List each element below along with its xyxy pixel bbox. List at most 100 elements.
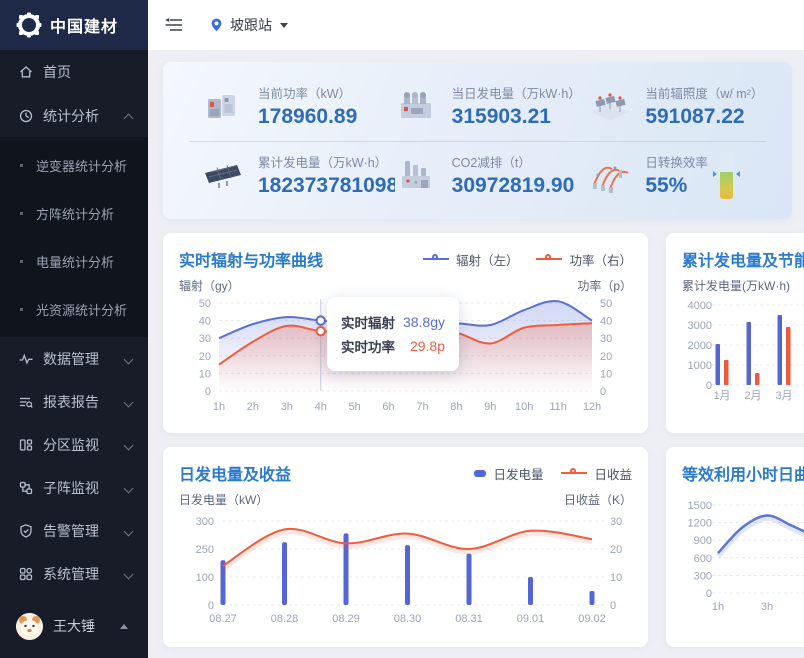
cumulative-energy-chart[interactable]: 0 1000 2000 3000 4000 1月 2月 3月 bbox=[682, 295, 804, 407]
sidebar-item-subarray-monitoring[interactable]: 子阵监视 bbox=[0, 466, 148, 509]
legend-label: 日收益 bbox=[594, 467, 632, 482]
svg-text:2月: 2月 bbox=[744, 390, 761, 402]
svg-text:10: 10 bbox=[199, 368, 211, 380]
greenhouse-icon bbox=[593, 166, 629, 193]
sidebar-item-system-management[interactable]: 系统管理 bbox=[0, 552, 148, 595]
svg-text:40: 40 bbox=[600, 316, 612, 328]
submenu-item-array-stats[interactable]: 方阵统计分析 bbox=[0, 189, 148, 237]
sidebar-collapse-icon[interactable] bbox=[164, 17, 183, 33]
y-axis-label-left: 日发电量（kW） bbox=[179, 493, 269, 507]
svg-text:12h: 12h bbox=[583, 401, 601, 413]
stat-current-irradiance: 当前辐照度（w/ m²） 591087.22 bbox=[588, 72, 782, 141]
svg-text:08.30: 08.30 bbox=[394, 613, 422, 625]
sidebar-item-statistics[interactable]: 统计分析 bbox=[0, 94, 148, 137]
station-selector[interactable]: 坡跟站 bbox=[209, 15, 288, 35]
legend-line-marker-icon bbox=[561, 468, 588, 474]
y-axis-label-right: 日收益（K） bbox=[563, 493, 632, 507]
svg-text:3000: 3000 bbox=[688, 320, 712, 332]
sidebar-item-label: 数据管理 bbox=[43, 350, 99, 367]
sidebar-item-label: 报表报告 bbox=[43, 393, 99, 410]
svg-text:3h: 3h bbox=[281, 401, 293, 413]
stat-value: 315903.21 bbox=[451, 105, 551, 129]
stat-value: 591087.22 bbox=[645, 105, 745, 129]
svg-text:600: 600 bbox=[694, 553, 712, 565]
zone-icon bbox=[19, 438, 33, 451]
svg-text:5h: 5h bbox=[349, 401, 361, 413]
sidebar-item-home[interactable]: 首页 bbox=[0, 50, 148, 94]
legend-label: 日发电量 bbox=[493, 467, 544, 482]
svg-text:4h: 4h bbox=[315, 401, 327, 413]
content: 当前功率（kW） 178960.89 当日发电量（万kW·h） 315903.2… bbox=[148, 50, 804, 658]
chart-title: 实时辐射与功率曲线 bbox=[179, 253, 324, 270]
inverter-icon bbox=[208, 95, 235, 119]
svg-text:3月: 3月 bbox=[775, 390, 792, 402]
sidebar-item-alarm-management[interactable]: 告警管理 bbox=[0, 509, 148, 552]
sidebar-item-data-management[interactable]: 数据管理 bbox=[0, 337, 148, 380]
kpi-stats-panel: 当前功率（kW） 178960.89 当日发电量（万kW·h） 315903.2… bbox=[163, 62, 792, 219]
stat-label: 当日发电量（万kW·h） bbox=[451, 87, 581, 102]
chart-legend: 辐射（左） 功率（右） bbox=[422, 250, 632, 269]
svg-text:50: 50 bbox=[199, 298, 211, 310]
main-area: 坡跟站 当前功率（kW） bbox=[148, 0, 804, 658]
caret-up-icon bbox=[120, 623, 128, 629]
chart-title: 日发电量及收益 bbox=[179, 467, 292, 484]
svg-text:1h: 1h bbox=[712, 601, 724, 613]
stat-value: 182373781098.79 bbox=[258, 173, 395, 197]
bullet-dot-icon bbox=[20, 163, 23, 167]
bar-08.27 bbox=[220, 560, 226, 605]
powerplant-icon bbox=[400, 92, 431, 119]
legend-item-daily-energy[interactable]: 日发电量 bbox=[474, 464, 543, 483]
svg-text:2h: 2h bbox=[247, 401, 259, 413]
efficiency-gauge-fill bbox=[719, 172, 733, 199]
avatar-image bbox=[16, 612, 43, 640]
svg-text:08.27: 08.27 bbox=[209, 613, 237, 625]
bullet-dot-icon bbox=[20, 259, 23, 263]
sidebar: 中国建材 首页 统计分析 逆变器统计分析 bbox=[0, 0, 148, 658]
submenu-item-label: 逆变器统计分析 bbox=[36, 158, 128, 174]
chevron-down-icon bbox=[124, 440, 134, 450]
station-name: 坡跟站 bbox=[230, 17, 272, 33]
svg-text:09.01: 09.01 bbox=[517, 613, 545, 625]
svg-text:2000: 2000 bbox=[688, 340, 712, 352]
bar-节能减排-2月 bbox=[755, 373, 760, 385]
bar-节能减排-1月 bbox=[724, 360, 729, 385]
svg-text:300: 300 bbox=[694, 570, 712, 582]
tooltip-label: 实时辐射 bbox=[341, 316, 395, 331]
sidebar-item-zone-monitoring[interactable]: 分区监视 bbox=[0, 423, 148, 466]
bar-累计发电量-2月 bbox=[746, 322, 751, 385]
svg-text:30: 30 bbox=[610, 516, 622, 528]
svg-text:10: 10 bbox=[600, 368, 612, 380]
submenu-item-solar-resource-stats[interactable]: 光资源统计分析 bbox=[0, 285, 148, 333]
user-menu[interactable]: 王大锤 bbox=[0, 606, 148, 646]
chevron-down-icon bbox=[124, 569, 134, 579]
svg-text:1200: 1200 bbox=[688, 518, 712, 530]
home-icon bbox=[20, 66, 32, 78]
equivalent-hours-chart[interactable]: 0 300 600 900 1200 1500 1h 3h bbox=[682, 493, 804, 623]
daily-energy-revenue-chart[interactable]: 0 100 250 300 0 10 20 30 08.27 08.28 08.29 08.30 08.… bbox=[179, 509, 632, 627]
sidebar-item-label: 分区监视 bbox=[43, 436, 99, 453]
submenu-item-inverter-stats[interactable]: 逆变器统计分析 bbox=[0, 141, 148, 189]
legend-item-radiation[interactable]: 辐射（左） bbox=[422, 250, 518, 269]
svg-text:1500: 1500 bbox=[688, 500, 712, 512]
svg-text:40: 40 bbox=[199, 316, 211, 328]
sidebar-item-reports[interactable]: 报表报告 bbox=[0, 380, 148, 423]
stat-total-generation: 累计发电量（万kW·h） 182373781098.79 bbox=[201, 141, 395, 210]
svg-text:6h: 6h bbox=[382, 401, 394, 413]
subarray-icon bbox=[19, 481, 33, 494]
legend-item-daily-revenue[interactable]: 日收益 bbox=[561, 464, 632, 483]
legend-line-marker-icon bbox=[422, 254, 449, 260]
chevron-down-icon bbox=[124, 397, 134, 407]
svg-text:0: 0 bbox=[600, 386, 606, 398]
chart-title: 等效利用小时日曲线 bbox=[682, 467, 804, 484]
svg-text:0: 0 bbox=[208, 600, 214, 612]
brand-gear-icon bbox=[16, 12, 42, 38]
caret-down-icon bbox=[280, 22, 288, 28]
legend-item-power[interactable]: 功率（右） bbox=[536, 250, 632, 269]
statistics-submenu: 逆变器统计分析 方阵统计分析 电量统计分析 光资源统计分析 bbox=[0, 137, 148, 337]
tooltip-label: 实时功率 bbox=[341, 340, 395, 355]
chart-card-radiation-power: 实时辐射与功率曲线 辐射（左） 功率（右） bbox=[163, 233, 648, 433]
svg-text:0: 0 bbox=[706, 588, 712, 600]
svg-text:30: 30 bbox=[600, 333, 612, 345]
submenu-item-energy-stats[interactable]: 电量统计分析 bbox=[0, 237, 148, 285]
svg-text:50: 50 bbox=[600, 298, 612, 310]
